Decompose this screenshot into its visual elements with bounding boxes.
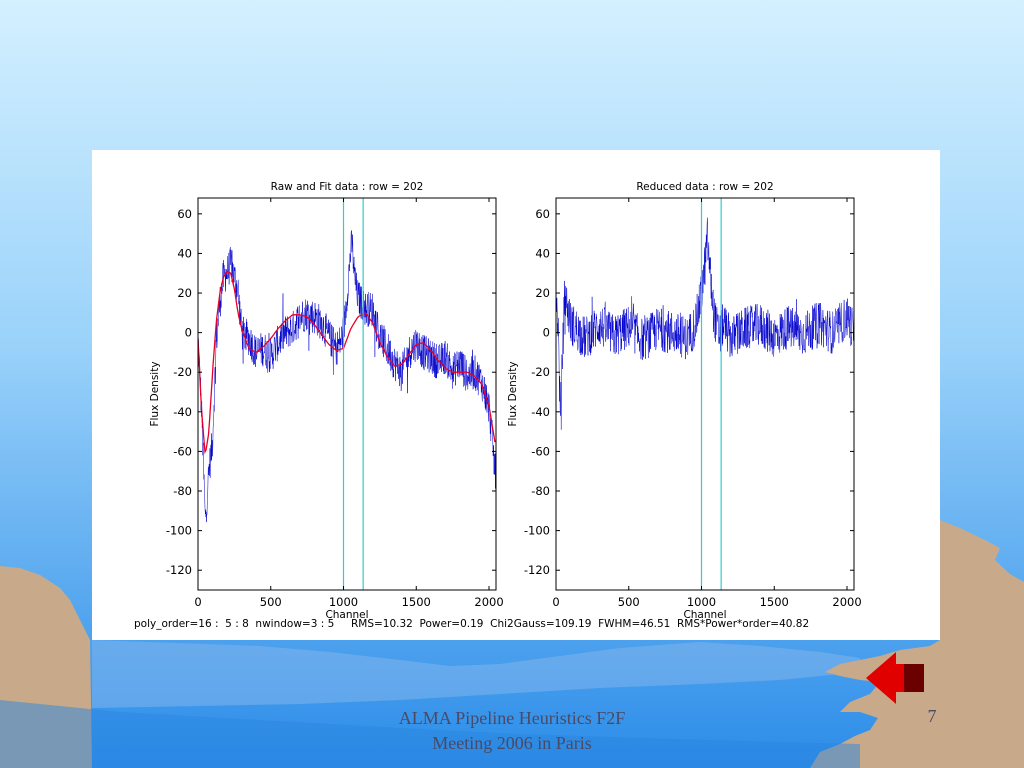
y-tick-label: 0 [185, 326, 192, 340]
data-trace-line [556, 217, 854, 430]
x-axis-label: Channel [683, 609, 726, 621]
y-tick-label: -40 [173, 405, 192, 419]
y-tick-label: 40 [535, 246, 550, 260]
y-tick-label: -40 [531, 405, 550, 419]
y-tick-label: -80 [173, 484, 192, 498]
y-tick-label: -100 [166, 524, 192, 538]
chart-title: Raw and Fit data : row = 202 [271, 181, 424, 193]
figure-panel: 0 500 1000 1500 2000 60 40 20 0 -20 -40 -60 -80 -100-… [92, 150, 940, 640]
y-tick-label: -120 [166, 563, 192, 577]
x-tick-label: 0 [552, 595, 559, 609]
x-tick-label: 2000 [832, 595, 861, 609]
y-tick-label: -80 [531, 484, 550, 498]
y-tick-label: -20 [531, 365, 550, 379]
x-axis-label: Channel [325, 609, 368, 621]
x-tick-label: 1000 [687, 595, 716, 609]
y-tick-label: 60 [535, 207, 550, 221]
plots-canvas: 0 500 1000 1500 20006040200-20-40-60-80-100-… [149, 181, 862, 621]
y-axis-label: Flux Density [507, 361, 519, 426]
horizon-hill [92, 640, 860, 708]
water-sheen [0, 700, 860, 768]
plot-frame [555, 197, 855, 591]
y-tick-label: 20 [177, 286, 192, 300]
x-tick-label: 1500 [402, 595, 431, 609]
y-tick-label: 20 [535, 286, 550, 300]
y-tick-label: 60 [177, 207, 192, 221]
plot-panel-1 [197, 197, 497, 591]
footer-line-2: Meeting 2006 in Paris [432, 733, 592, 753]
chart-title: Reduced data : row = 202 [636, 181, 773, 193]
x-tick-label: 500 [618, 595, 640, 609]
plot-frame [197, 197, 497, 591]
y-tick-label: 0 [543, 326, 550, 340]
fit-statistics: poly_order=16 : 5 : 8 nwindow=3 : 5 RMS=… [134, 618, 810, 630]
page-number: 7 [927, 706, 937, 726]
x-tick-label: 1500 [760, 595, 789, 609]
slide-footer: ALMA Pipeline Heuristics F2F Meeting 200… [330, 706, 694, 756]
x-tick-label: 1000 [329, 595, 358, 609]
fit-curve-line [198, 270, 496, 455]
back-arrow-icon[interactable] [864, 650, 926, 706]
x-tick-label: 2000 [474, 595, 503, 609]
y-tick-label: 40 [177, 246, 192, 260]
footer-line-1: ALMA Pipeline Heuristics F2F [398, 708, 626, 728]
y-tick-label: -60 [531, 444, 550, 458]
y-tick-label: -120 [524, 563, 550, 577]
y-tick-label: -60 [173, 444, 192, 458]
data-trace-line [198, 230, 496, 523]
back-arrow-shade [904, 664, 924, 692]
y-axis-label: Flux Density [149, 361, 161, 426]
pagoda-silhouette [810, 520, 1024, 768]
x-tick-label: 500 [260, 595, 282, 609]
x-tick-label: 0 [194, 595, 201, 609]
plot-panel-2 [555, 197, 855, 591]
y-tick-label: -100 [524, 524, 550, 538]
y-tick-label: -20 [173, 365, 192, 379]
